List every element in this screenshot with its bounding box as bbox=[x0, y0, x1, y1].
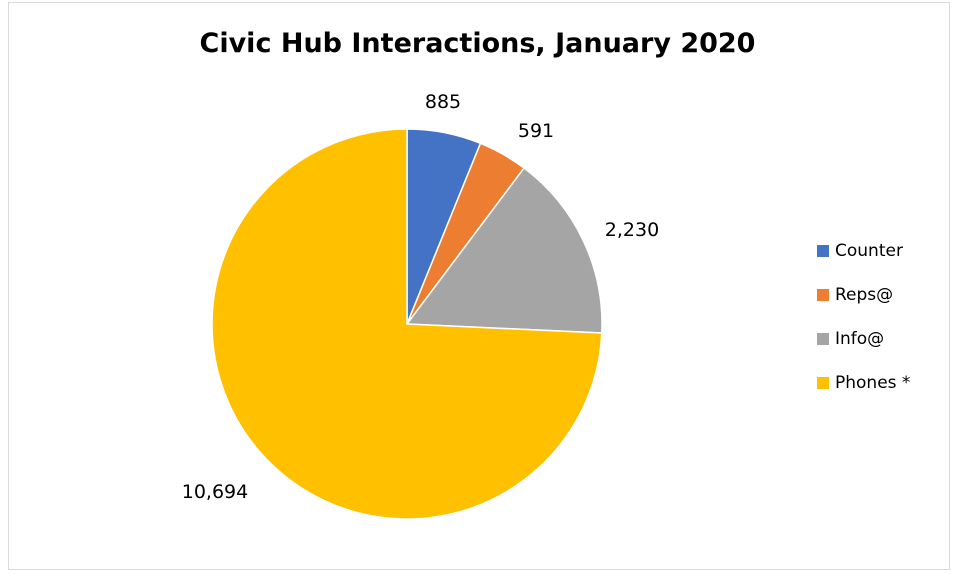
data-label-info: 2,230 bbox=[605, 219, 659, 241]
legend-label-counter: Counter bbox=[835, 241, 903, 261]
legend-swatch-counter bbox=[817, 245, 829, 257]
data-label-counter: 885 bbox=[425, 91, 461, 113]
legend-label-info: Info@ bbox=[835, 329, 885, 349]
chart-title: Civic Hub Interactions, January 2020 bbox=[199, 28, 756, 59]
legend-swatch-phones bbox=[817, 377, 829, 389]
legend-label-phones: Phones * bbox=[835, 373, 911, 393]
data-label-phones: 10,694 bbox=[182, 481, 248, 503]
pie-data-labels: 885 591 2,230 10,694 bbox=[182, 91, 659, 503]
legend-item-reps: Reps@ bbox=[817, 283, 947, 307]
pie-slices bbox=[211, 128, 603, 520]
legend-label-reps: Reps@ bbox=[835, 285, 894, 305]
legend-item-phones: Phones * bbox=[817, 371, 947, 395]
legend-swatch-info bbox=[817, 333, 829, 345]
legend: Counter Reps@ Info@ Phones * bbox=[817, 239, 947, 415]
legend-item-info: Info@ bbox=[817, 327, 947, 351]
legend-swatch-reps bbox=[817, 289, 829, 301]
data-label-reps: 591 bbox=[518, 120, 554, 142]
slice-phones bbox=[211, 128, 603, 520]
slice-info bbox=[405, 167, 603, 334]
legend-item-counter: Counter bbox=[817, 239, 947, 263]
